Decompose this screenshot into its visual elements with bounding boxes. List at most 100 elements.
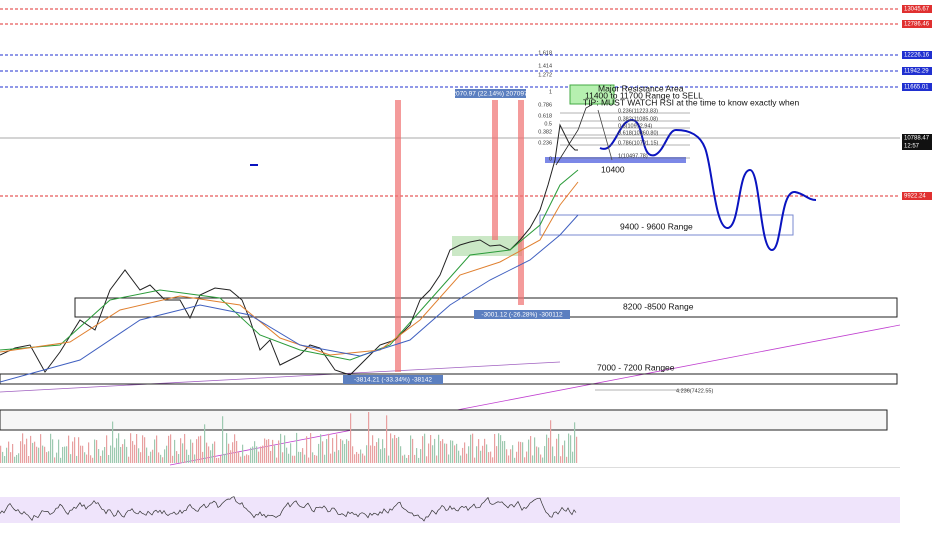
volume-bar: [210, 450, 212, 463]
volume-bar: [226, 433, 228, 463]
volume-bar: [192, 442, 194, 463]
volume-bar: [144, 437, 146, 463]
volume-bar: [378, 438, 380, 463]
volume-bar: [296, 432, 298, 463]
volume-bar: [462, 447, 464, 463]
volume-bar: [42, 445, 44, 463]
volume-bar: [194, 454, 196, 463]
volume-bar: [538, 447, 540, 463]
volume-bar: [540, 454, 542, 463]
volume-bar: [138, 448, 140, 463]
fib-label: 1(10497.78): [618, 153, 648, 159]
volume-bar: [222, 416, 224, 463]
volume-bar: [410, 435, 412, 463]
volume-bar: [174, 439, 176, 463]
volume-bar: [140, 452, 142, 463]
volume-bar: [398, 436, 400, 463]
volume-bar: [2, 451, 4, 463]
volume-bar: [200, 435, 202, 463]
volume-bar: [230, 450, 232, 463]
range-box: [0, 409, 888, 431]
moving-average: [0, 181, 579, 356]
volume-bar: [448, 454, 450, 463]
volume-bar: [550, 420, 552, 463]
volume-bar: [452, 440, 454, 463]
volume-bar: [54, 457, 56, 463]
fib-label: 0.236: [538, 140, 552, 146]
volume-bar: [380, 449, 382, 463]
volume-bar: [486, 444, 488, 463]
annotation: 10400: [601, 164, 625, 174]
volume-bar: [312, 452, 314, 463]
volume-bar: [188, 454, 190, 463]
volume-bar: [288, 453, 290, 463]
volume-bar: [320, 434, 322, 463]
volume-bar: [0, 445, 2, 463]
volume-bar: [446, 443, 448, 463]
support-box: [545, 157, 686, 163]
volume-bar: [128, 456, 130, 463]
volume-bar: [522, 442, 524, 463]
volume-bar: [206, 442, 208, 463]
volume-bar: [100, 455, 102, 463]
volume-bar: [370, 445, 372, 463]
volume-bar: [172, 455, 174, 463]
fib-label: 0.382(11085.08): [618, 116, 658, 122]
volume-bar: [434, 438, 436, 463]
volume-bar: [88, 442, 90, 463]
price-label: 10788.47: [904, 136, 930, 142]
volume-bar: [368, 411, 370, 463]
volume-bar: [74, 437, 76, 463]
volume-bar: [262, 445, 264, 463]
volume-bar: [50, 433, 52, 463]
volume-bar: [198, 436, 200, 463]
volume-bar: [512, 445, 514, 463]
volume-bar: [328, 433, 330, 463]
volume-bar: [270, 450, 272, 463]
measure-label: -3001.12 (-26.28%) -300112: [481, 312, 563, 319]
volume-bar: [334, 451, 336, 463]
volume-bar: [390, 433, 392, 463]
volume-bar: [76, 455, 78, 463]
volume-bar: [326, 439, 328, 463]
fib-right: 0.236(11223.83) 0.382(11085.08)0.5(10972.…: [618, 108, 659, 159]
volume-bar: [444, 443, 446, 463]
annotation: Major Resistance Area: [598, 83, 684, 93]
volume-bar: [366, 445, 368, 463]
volume-bar: [566, 456, 568, 463]
volume-bar: [176, 451, 178, 463]
volume-bar: [526, 451, 528, 463]
volume-bar: [292, 455, 294, 463]
volume-bar: [466, 453, 468, 463]
annotation: TIP: MUST WATCH RSI at the time to know …: [583, 97, 799, 107]
measure-label: -3814.21 (-33.34%) -38142: [354, 377, 432, 384]
volume-bar: [274, 445, 276, 463]
volume-bar: [122, 444, 124, 463]
fib-label: 0.382: [538, 129, 552, 135]
price-tag: [902, 20, 932, 28]
volume-bar: [214, 441, 216, 463]
volume-bar: [396, 438, 398, 463]
volume-bar: [318, 443, 320, 463]
volume-bar: [508, 455, 510, 463]
volume-bar: [286, 447, 288, 463]
rsi-band: [0, 497, 900, 523]
volume-bar: [456, 443, 458, 463]
volume-bar: [314, 455, 316, 463]
volume-bar: [488, 452, 490, 463]
volume-bar: [468, 446, 470, 463]
volume-bar: [420, 449, 422, 463]
volume-bar: [546, 434, 548, 463]
volume-bar: [382, 439, 384, 463]
volume-bar: [154, 439, 156, 463]
price-label: 12:57: [904, 144, 920, 150]
volume-bar: [98, 449, 100, 463]
measure-bar: [395, 100, 401, 372]
volume-bar: [96, 440, 98, 463]
volume-bar: [532, 455, 534, 463]
volume-bar: [64, 446, 66, 463]
volume-bar: [338, 450, 340, 463]
measure-label-box: [343, 375, 443, 384]
measure-label: 2070.97 (22.14%) 207097: [452, 91, 528, 98]
